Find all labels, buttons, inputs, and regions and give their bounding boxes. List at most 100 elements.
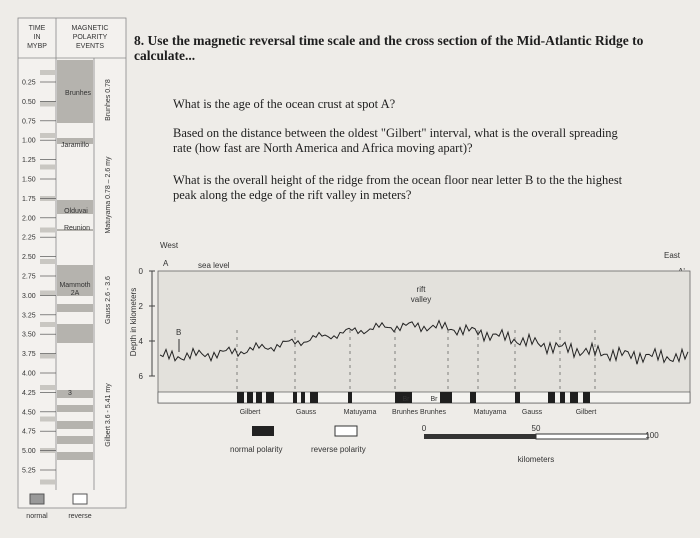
time-tick-label: 3.25 <box>22 312 36 319</box>
event-label: 3 <box>68 390 72 397</box>
event-label: Reunion <box>64 225 90 232</box>
event-label: Olduvai <box>64 208 88 215</box>
scale-tick-label: 0 <box>422 424 427 433</box>
depth-tick-label: 6 <box>139 372 144 381</box>
stripe <box>293 392 297 403</box>
legend-swatch <box>72 493 88 505</box>
time-tick-label: 2.75 <box>22 274 36 281</box>
column-header: MYBP <box>27 43 47 50</box>
scale-bar <box>424 434 536 439</box>
time-stripe <box>40 479 55 485</box>
time-stripe <box>40 101 55 107</box>
stripe <box>256 392 262 403</box>
depth-tick-label: 0 <box>139 267 144 276</box>
column-header: EVENTS <box>76 43 104 50</box>
question: What is the age of the ocean crust at sp… <box>173 97 396 111</box>
title: calculate... <box>134 48 195 63</box>
polarity-block <box>57 405 93 412</box>
time-tick-label: 2.25 <box>22 235 36 242</box>
column-header: POLARITY <box>73 34 108 41</box>
stripe <box>515 392 520 403</box>
point-label: B <box>176 328 181 337</box>
time-tick-label: 0.75 <box>22 118 36 125</box>
west-label: West <box>160 241 179 250</box>
polarity-block <box>57 324 93 343</box>
time-tick-label: 2.00 <box>22 215 36 222</box>
rift-label: rift <box>417 285 427 294</box>
epoch-label: Gilbert 3.6 - 5.41 my <box>105 383 112 447</box>
polarity-block <box>57 229 93 231</box>
stripe <box>348 392 352 403</box>
time-tick-label: 3.00 <box>22 293 36 300</box>
band-label: Br <box>403 396 411 403</box>
polarity-block <box>57 265 93 296</box>
time-stripe <box>40 416 55 422</box>
stripe-band <box>157 391 691 404</box>
scale-tick-label: 50 <box>532 424 541 433</box>
time-tick-label: 5.25 <box>22 468 36 475</box>
time-scale: TIME IN MYBP MAGNETIC POLARITY EVENTS 0.25 0.50… <box>22 25 112 520</box>
legend-swatch <box>334 425 358 437</box>
time-tick-label: 0.25 <box>22 80 36 87</box>
band-label: Gauss <box>296 409 317 416</box>
question: rate (how fast are North America and Afr… <box>173 141 473 155</box>
time-stripe <box>40 353 55 359</box>
time-stripe <box>40 164 55 170</box>
depth-label: Depth in kilometers <box>129 288 138 356</box>
band-label: Brunhes <box>392 409 419 416</box>
polarity-block <box>57 421 93 429</box>
scale-bar <box>535 433 649 440</box>
polarity-block <box>57 138 93 144</box>
stripe <box>570 392 578 403</box>
polarity-block <box>57 390 93 398</box>
stripe <box>310 392 318 403</box>
band-label: Brunhes <box>420 409 447 416</box>
polarity-block <box>57 436 93 444</box>
epoch-label: Brunhes 0.78 <box>105 79 112 121</box>
event-label: Jaramillo <box>61 142 89 149</box>
band-label: Gilbert <box>240 409 261 416</box>
stripe <box>247 392 253 403</box>
band-label: Matuyama <box>344 409 377 416</box>
stripe <box>560 392 565 403</box>
seafloor-profile <box>159 319 689 365</box>
legend-label: normal <box>26 513 48 520</box>
legend-swatch <box>29 493 45 505</box>
time-tick-label: 3.50 <box>22 332 36 339</box>
stripe <box>395 392 412 403</box>
time-tick-label: 3.75 <box>22 351 36 358</box>
scale-tick-label: 100 <box>645 431 659 440</box>
questions: 8. Use the magnetic reversal time scale … <box>134 33 644 202</box>
time-tick-label: 4.00 <box>22 371 36 378</box>
time-tick-label: 1.00 <box>22 138 36 145</box>
time-stripe <box>40 259 55 264</box>
legend-label: reverse <box>68 513 91 520</box>
stripe <box>548 392 555 403</box>
time-stripe <box>40 133 55 138</box>
polarity-block <box>57 60 93 123</box>
polarity-block <box>57 452 93 460</box>
sea-level-label: sea level <box>198 261 230 270</box>
stripe <box>470 392 476 403</box>
rift-label: valley <box>411 295 431 304</box>
event-label: 2A <box>71 290 80 297</box>
time-tick-label: 2.50 <box>22 254 36 261</box>
epoch-label: Gauss 2.6 - 3.6 <box>105 276 112 324</box>
time-stripe <box>40 290 55 296</box>
legend-swatch <box>252 426 274 436</box>
band-label: Br <box>431 396 439 403</box>
question: peak along the edge of the rift valley i… <box>173 188 412 202</box>
polarity-block <box>57 304 93 312</box>
polarity-block <box>57 200 93 214</box>
question: What is the overall height of the ridge … <box>173 173 623 187</box>
stripe <box>266 392 274 403</box>
time-tick-label: 1.75 <box>22 196 36 203</box>
time-tick-label: 4.75 <box>22 429 36 436</box>
time-tick-label: 1.25 <box>22 157 36 164</box>
time-stripe <box>40 385 55 390</box>
legend-label: reverse polarity <box>311 445 366 454</box>
band-label: Gauss <box>522 409 543 416</box>
legend-label: normal polarity <box>230 445 282 454</box>
